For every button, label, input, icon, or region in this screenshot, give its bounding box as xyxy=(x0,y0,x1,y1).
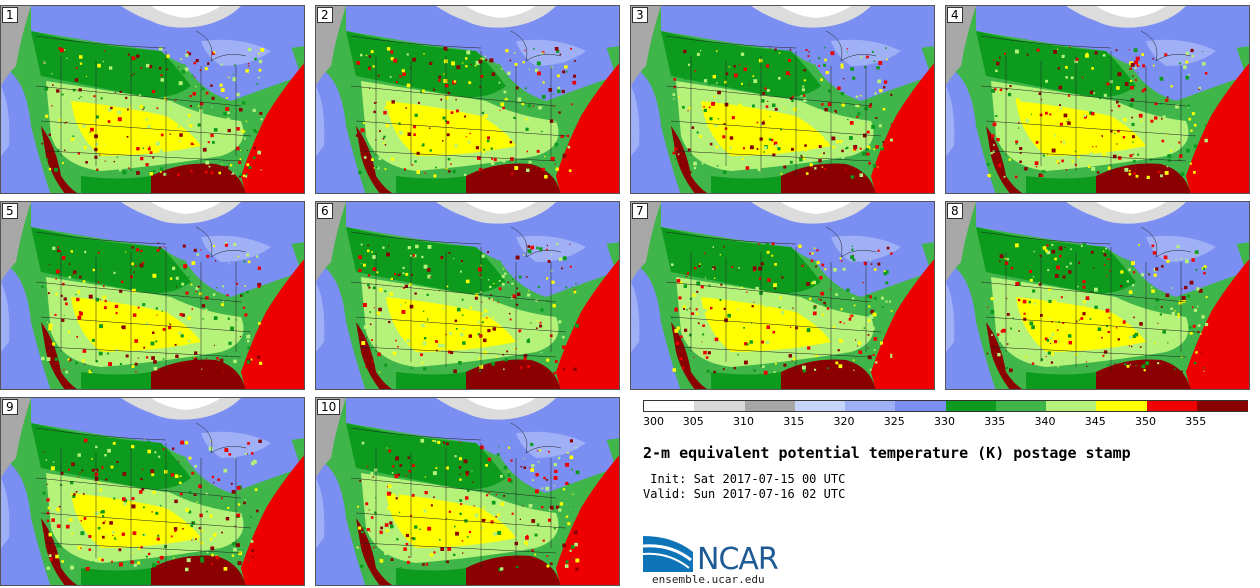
colorbar-segment xyxy=(895,401,946,411)
logo-name: NCAR xyxy=(697,542,779,577)
ncar-logo-icon xyxy=(643,536,693,572)
init-time: Init: Sat 2017-07-15 00 UTC xyxy=(643,472,846,486)
colorbar xyxy=(643,400,1248,412)
postage-stamp-map-3: 3 xyxy=(630,5,935,194)
postage-stamp-map-10: 10 xyxy=(315,397,620,586)
panel-number: 8 xyxy=(947,203,963,219)
colorbar-segment xyxy=(794,401,846,411)
map-canvas xyxy=(631,202,934,389)
panel-number: 6 xyxy=(317,203,333,219)
colorbar-segment xyxy=(644,401,695,411)
map-canvas xyxy=(946,6,1249,193)
postage-stamp-map-2: 2 xyxy=(315,5,620,194)
postage-stamp-map-1: 1 xyxy=(0,5,305,194)
map-canvas xyxy=(1,202,304,389)
colorbar-tick-label: 330 xyxy=(934,415,955,428)
map-canvas xyxy=(316,398,619,585)
colorbar-tick-label: 350 xyxy=(1135,415,1156,428)
panel-number: 5 xyxy=(2,203,18,219)
colorbar-labels: 300 305 310 315 320 325 330 335 340 345 350 355 xyxy=(643,415,1248,429)
colorbar-tick-label: 335 xyxy=(984,415,1006,428)
map-canvas xyxy=(1,6,304,193)
map-canvas xyxy=(631,6,934,193)
map-canvas xyxy=(316,202,619,389)
colorbar-tick-label: 320 xyxy=(833,415,855,428)
colorbar-segment xyxy=(744,401,796,411)
colorbar-tick-label: 325 xyxy=(883,415,905,428)
postage-stamp-map-7: 7 xyxy=(630,201,935,390)
panel-number: 3 xyxy=(632,7,648,23)
page-title: 2-m equivalent potential temperature (K)… xyxy=(643,444,1131,462)
postage-stamp-map-9: 9 xyxy=(0,397,305,586)
colorbar-tick-label: 310 xyxy=(733,415,754,428)
panel-number: 4 xyxy=(947,7,963,23)
colorbar-tick-label: 315 xyxy=(783,415,805,428)
panel-number: 10 xyxy=(317,399,341,415)
postage-stamp-map-5: 5 xyxy=(0,201,305,390)
colorbar-tick-label: 345 xyxy=(1084,415,1106,428)
logo-url: ensemble.ucar.edu xyxy=(652,573,765,586)
colorbar-segment xyxy=(1046,401,1097,411)
postage-stamp-map-4: 4 xyxy=(945,5,1250,194)
colorbar-segment xyxy=(694,401,745,411)
colorbar-tick-label: 305 xyxy=(682,415,704,428)
valid-time: Valid: Sun 2017-07-16 02 UTC xyxy=(643,487,846,501)
map-canvas xyxy=(316,6,619,193)
map-canvas xyxy=(946,202,1249,389)
colorbar-segment xyxy=(1146,401,1198,411)
postage-stamp-map-6: 6 xyxy=(315,201,620,390)
colorbar-tick-label: 355 xyxy=(1185,415,1207,428)
panel-number: 7 xyxy=(632,203,648,219)
panel-number: 1 xyxy=(2,7,18,23)
colorbar-segment xyxy=(1196,401,1248,411)
map-canvas xyxy=(1,398,304,585)
colorbar-segment xyxy=(845,401,896,411)
postage-stamp-map-8: 8 xyxy=(945,201,1250,390)
colorbar-tick-label: 340 xyxy=(1034,415,1056,428)
colorbar-segment xyxy=(945,401,997,411)
panel-number: 9 xyxy=(2,399,18,415)
colorbar-segment xyxy=(995,401,1047,411)
colorbar-tick-label: 300 xyxy=(643,415,664,428)
colorbar-segment xyxy=(1096,401,1147,411)
panel-number: 2 xyxy=(317,7,333,23)
